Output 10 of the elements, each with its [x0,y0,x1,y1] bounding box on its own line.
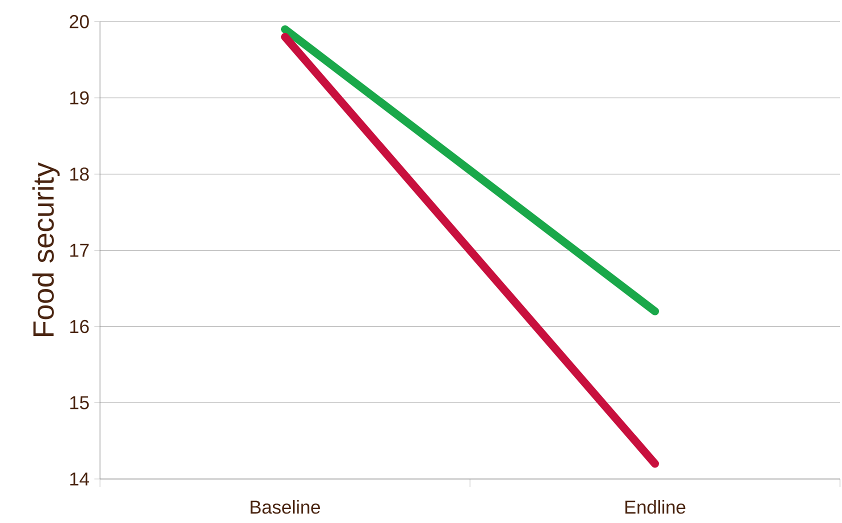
y-tick-label: 14 [70,472,90,486]
x-tick-label: Baseline [250,500,320,514]
y-tick-label: 20 [70,15,89,28]
y-axis-title: Food security [32,162,60,336]
y-tick-label: 18 [70,167,89,181]
x-tick-label: Endline [625,500,686,514]
y-tick-label: 19 [70,91,89,104]
y-tick-label: 15 [70,396,89,410]
y-tick-label: 16 [70,320,89,334]
y-tick-label: 17 [70,244,89,257]
